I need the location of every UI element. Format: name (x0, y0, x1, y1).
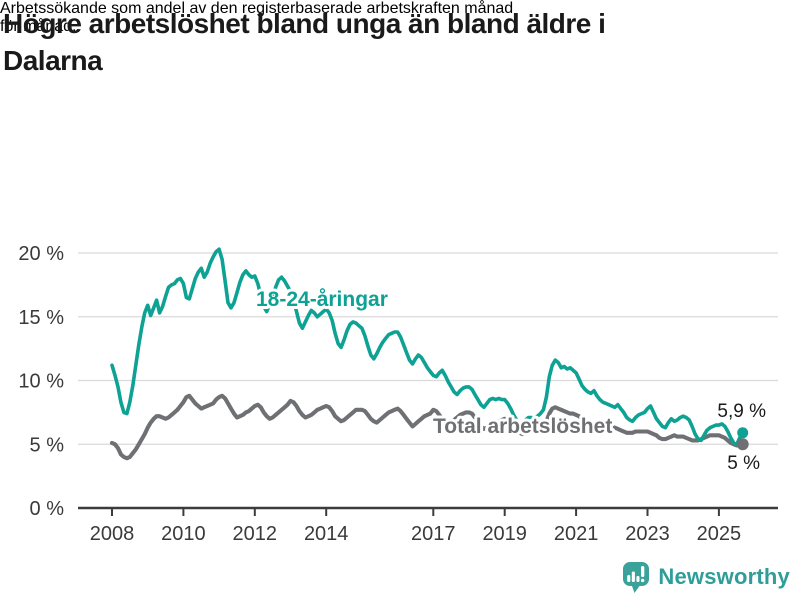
youth-series-end-dot (737, 427, 749, 439)
total-unemployment-line (109, 393, 745, 461)
youth-unemployment-line (110, 247, 745, 447)
x-axis-ticks: 2008 2010 2012 2014 2017 2019 2021 2023 2025 (90, 508, 741, 545)
total-series-end-dot (736, 438, 749, 451)
y-axis-tick-label: 5 % (30, 434, 65, 456)
youth-series-label: 18-24-åringar (256, 288, 388, 311)
x-axis-tick-label: 2021 (554, 523, 599, 545)
x-axis-tick-label: 2008 (90, 523, 135, 545)
y-gridlines (78, 252, 778, 445)
y-axis-tick-label: 0 % (30, 498, 65, 520)
y-axis-tick-label: 15 % (18, 307, 64, 329)
logo-exclamation-bar (641, 566, 645, 577)
x-axis-tick-label: 2012 (233, 523, 278, 545)
x-axis-tick-label: 2019 (482, 523, 527, 545)
y-axis-labels: 0 % 5 % 10 % 15 % 20 % (18, 243, 64, 520)
subtitle-line-2: för månad. (0, 18, 77, 35)
x-axis-tick-label: 2017 (411, 523, 456, 545)
title-line-2: Dalarna (3, 45, 103, 77)
y-axis-tick-label: 10 % (18, 371, 64, 393)
y-axis-tick-label: 20 % (18, 243, 64, 265)
logo-bar-2 (632, 571, 636, 582)
total-end-value-label: 5 % (727, 453, 760, 474)
x-axis-tick-label: 2025 (697, 523, 742, 545)
x-axis-tick-label: 2010 (161, 523, 206, 545)
total-series-label: Total arbetslöshet (433, 415, 612, 438)
page-title: Högre arbetslöshet bland unga än bland ä… (3, 5, 797, 79)
subtitle-line-1: Arbetssökande som andel av den registerb… (0, 0, 514, 17)
newsworthy-logo-icon (623, 562, 650, 593)
brand-wordmark: Newsworthy (658, 564, 790, 589)
x-axis-tick-label: 2023 (625, 523, 670, 545)
logo-exclamation-dot (641, 578, 645, 583)
brand-footer: Newsworthy (621, 560, 790, 594)
logo-bar-1 (627, 575, 631, 582)
logo-speech-bubble (623, 562, 650, 593)
logo-bar-3 (636, 576, 640, 582)
youth-end-value-label: 5,9 % (717, 401, 766, 422)
title-line-1: Högre arbetslöshet bland unga än bland ä… (3, 8, 606, 39)
x-axis-tick-label: 2014 (304, 523, 349, 545)
